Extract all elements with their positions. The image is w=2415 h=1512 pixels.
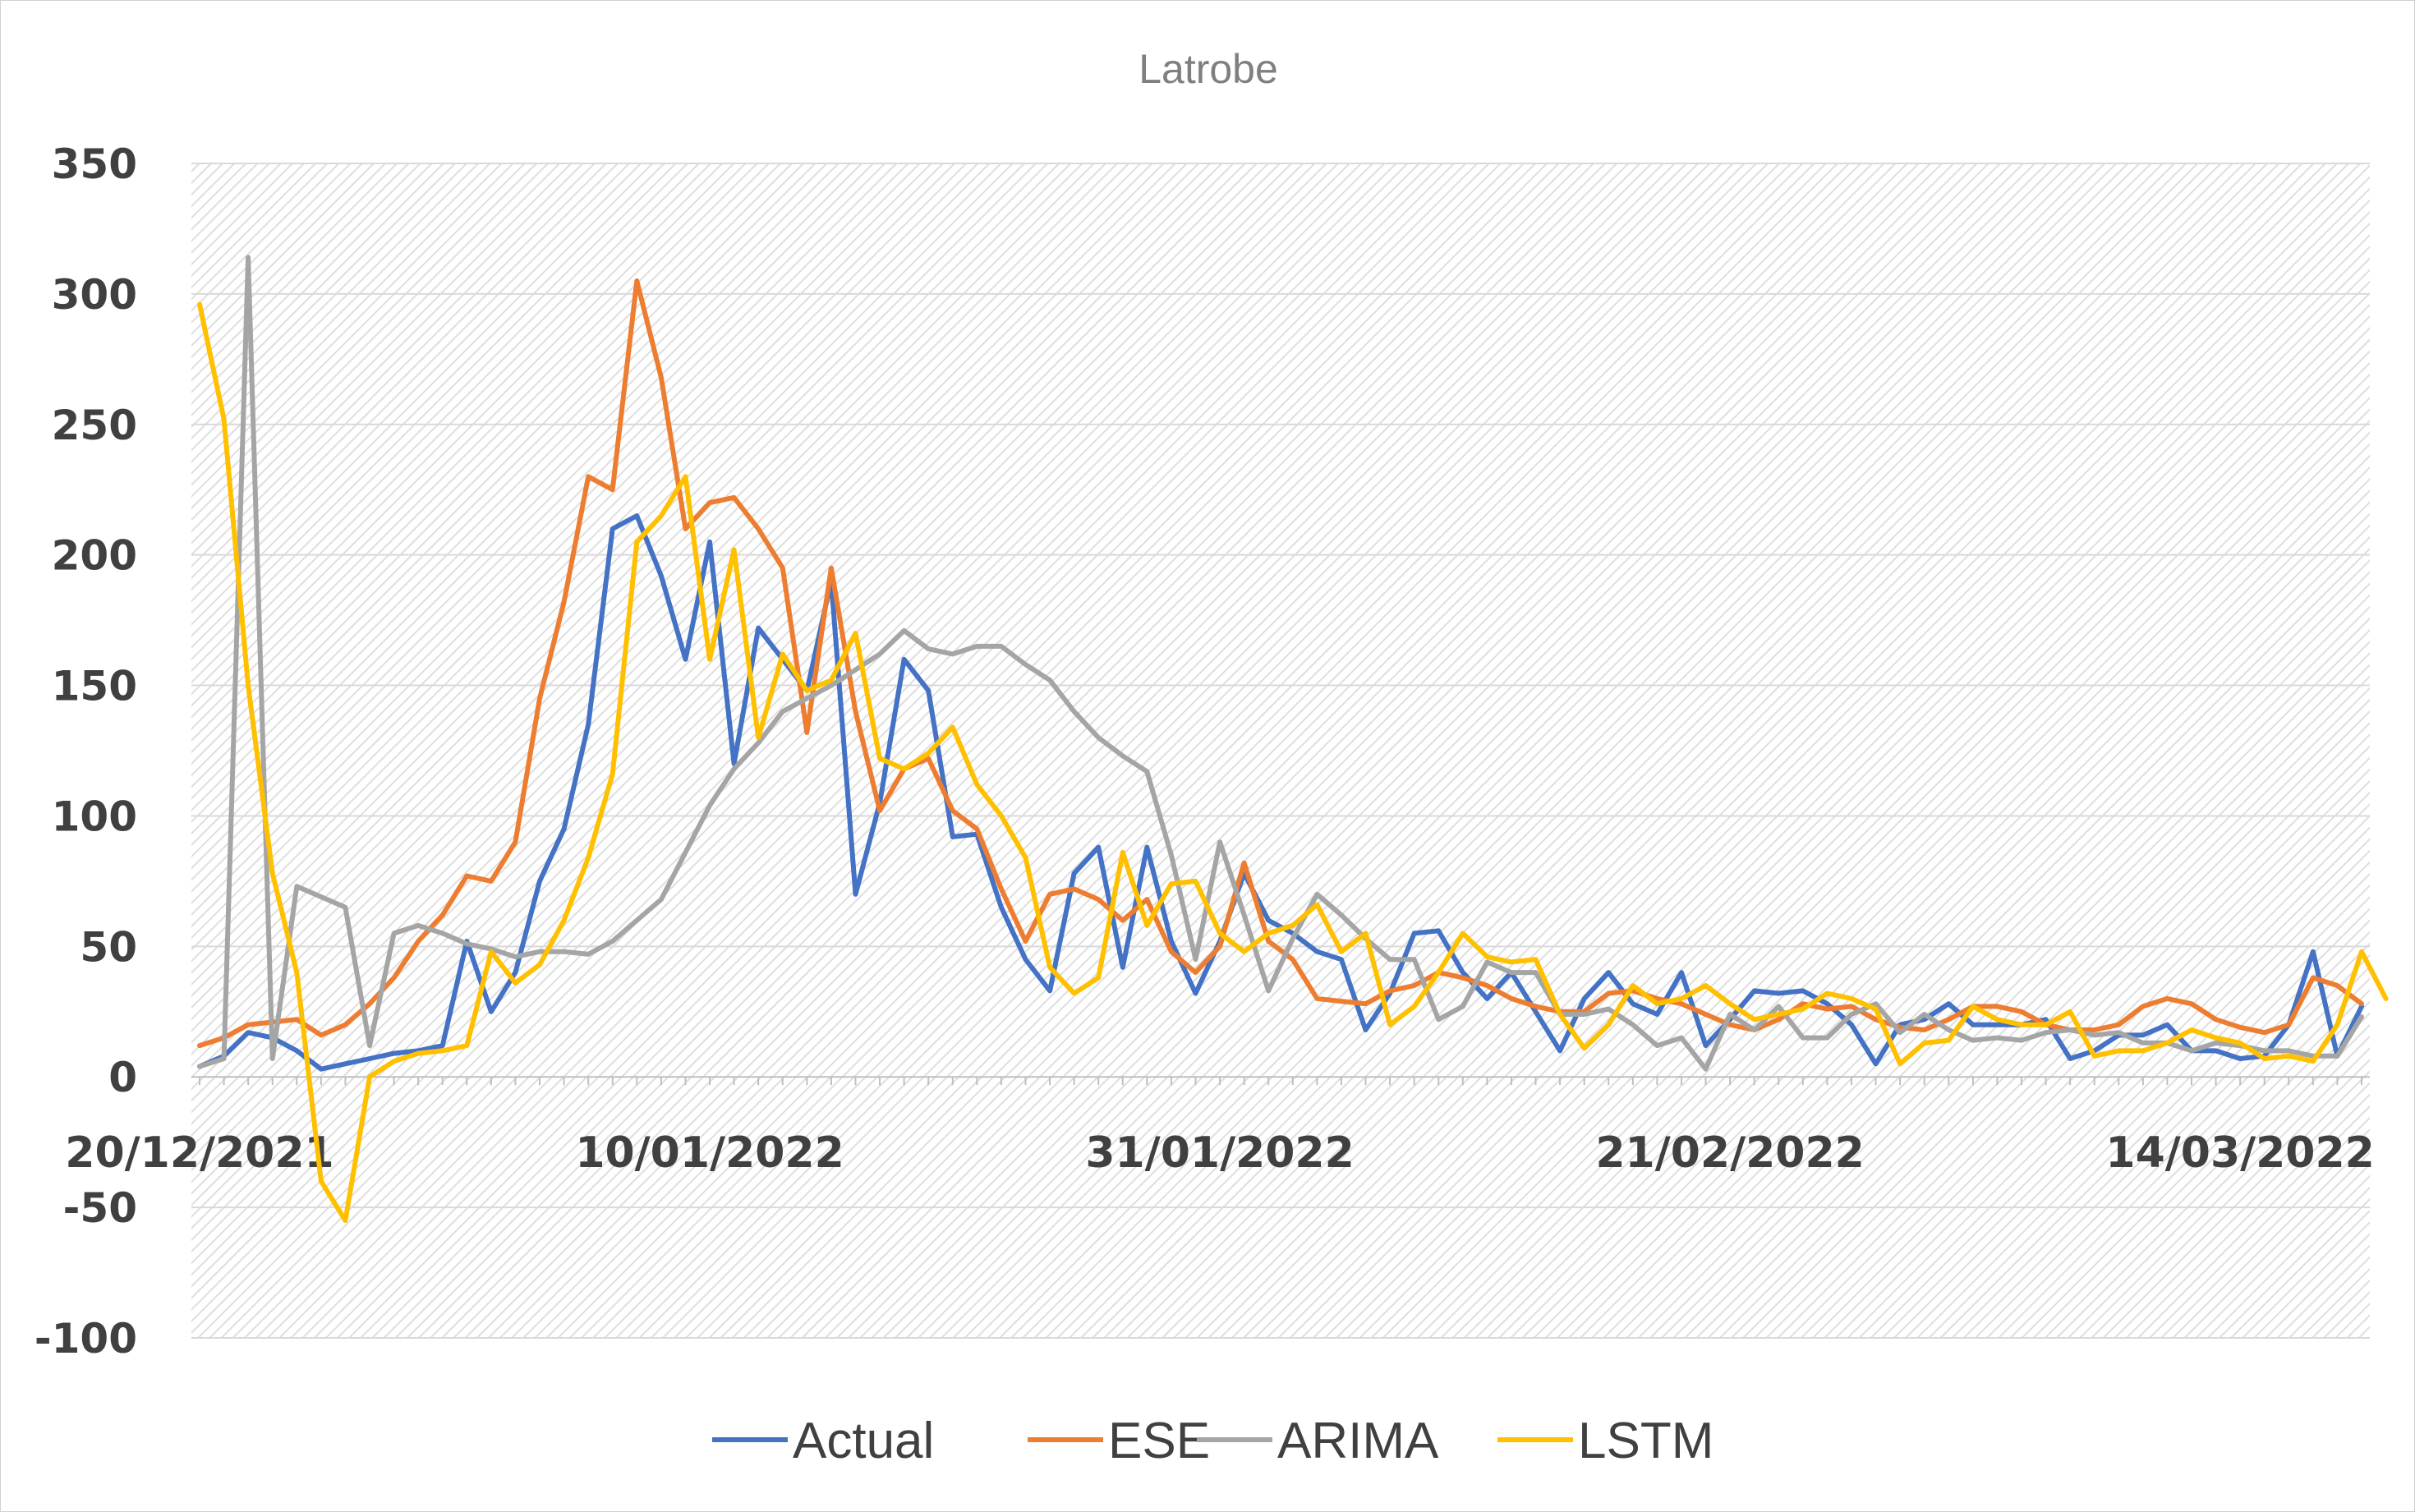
x-tick-label: 10/01/2022 [575,1128,844,1178]
y-tick-label: 0 [108,1054,137,1101]
x-axis-ticks: 20/12/2021 10/01/2022 31/01/2022 21/02/2022… [65,1128,2375,1178]
legend-label-actual: Actual [793,1413,934,1469]
legend: Actual ESE ARIMA LSTM [712,1413,1714,1469]
x-tick-label: 21/02/2022 [1595,1128,1864,1178]
y-tick-label: 300 [52,271,137,319]
y-tick-label: 350 [52,140,137,188]
y-tick-label: 200 [52,532,137,580]
series-line-arima [197,255,2364,1072]
x-tick-label: 14/03/2022 [2105,1128,2374,1178]
x-tick-label: 31/01/2022 [1085,1128,1354,1178]
x-axis [191,1076,2370,1086]
legend-label-ese: ESE [1108,1413,1210,1469]
chart-title: Latrobe [1138,46,1278,92]
series-line-lstm [197,301,2389,1223]
gridlines [191,163,2370,1339]
y-axis-ticks: 350 300 250 200 150 100 50 0 -50 -100 [34,140,137,1363]
series-lines [197,255,2389,1223]
plot-area [191,163,2370,1338]
y-tick-label: 250 [52,402,137,449]
y-tick-label: 100 [52,793,137,840]
y-tick-label: -100 [34,1315,137,1363]
series-line-ese [197,278,2364,1049]
y-tick-label: 50 [80,923,137,971]
y-tick-label: 150 [52,663,137,710]
y-tick-label: -50 [63,1184,137,1232]
x-tick-label: 20/12/2021 [65,1128,334,1178]
legend-label-arima: ARIMA [1277,1413,1439,1469]
legend-label-lstm: LSTM [1578,1413,1714,1469]
